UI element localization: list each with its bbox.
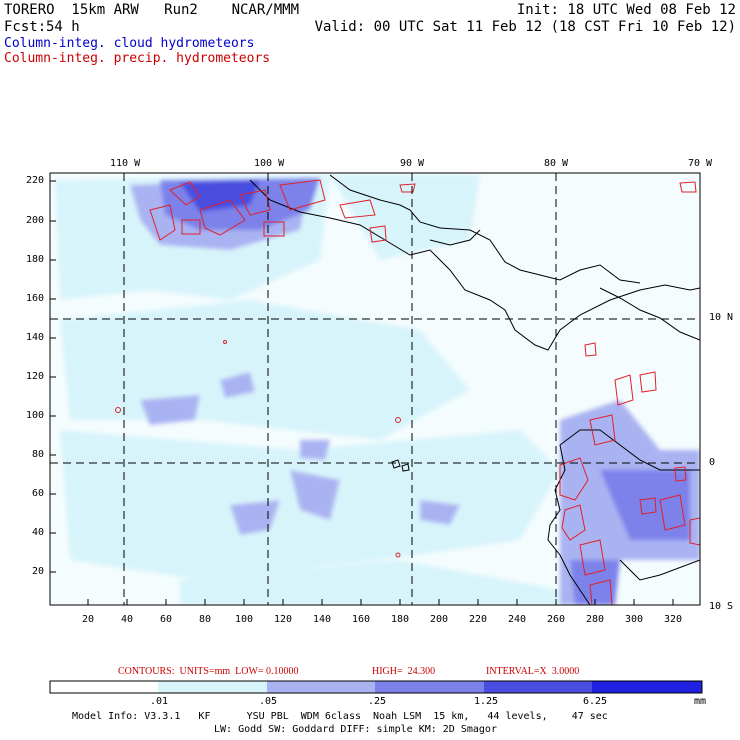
y-tick-label: 120 bbox=[26, 371, 45, 382]
x-tick-label: 140 bbox=[313, 614, 332, 625]
axis-ticks bbox=[50, 180, 674, 605]
y-tick-label: 180 bbox=[26, 254, 45, 265]
map-frame bbox=[49, 172, 701, 606]
lat-label: 10 N bbox=[709, 312, 734, 323]
colorbar-bin bbox=[375, 681, 484, 693]
colorbar-bin bbox=[50, 681, 158, 693]
model-info-line2: LW: Godd SW: Goddard DIFF: simple KM: 2D… bbox=[214, 724, 497, 735]
lat-label: 10 S bbox=[709, 601, 734, 612]
field-precip-label: Column-integ. precip. hydrometeors bbox=[4, 51, 271, 66]
y-tick-label: 60 bbox=[32, 488, 45, 499]
coastlines bbox=[249, 174, 700, 605]
x-tick-label: 120 bbox=[274, 614, 293, 625]
x-tick-label: 60 bbox=[160, 614, 173, 625]
y-tick-label: 200 bbox=[26, 215, 45, 226]
y-tick-label: 100 bbox=[26, 410, 45, 421]
lon-label: 70 W bbox=[688, 158, 713, 169]
y-tick-label: 20 bbox=[32, 566, 45, 577]
x-tick-label: 320 bbox=[664, 614, 683, 625]
x-tick-label: 240 bbox=[508, 614, 527, 625]
colorbar-bin bbox=[592, 681, 702, 693]
lat-label: 0 bbox=[709, 457, 716, 468]
contour-units: CONTOURS: UNITS=mm LOW= 0.10000 bbox=[118, 666, 299, 677]
model-info-line1: Model Info: V3.3.1 KF YSU PBL WDM 6class… bbox=[72, 711, 608, 722]
valid-time: Valid: 00 UTC Sat 11 Feb 12 (18 CST Fri … bbox=[314, 19, 736, 35]
y-tick-label: 40 bbox=[32, 527, 45, 538]
lon-label: 100 W bbox=[254, 158, 285, 169]
model-title: TORERO 15km ARW Run2 NCAR/MMM bbox=[4, 2, 300, 18]
x-tick-label: 300 bbox=[625, 614, 644, 625]
x-tick-label: 180 bbox=[391, 614, 410, 625]
x-tick-label: 40 bbox=[121, 614, 134, 625]
x-tick-label: 260 bbox=[547, 614, 566, 625]
colorbar-bin bbox=[158, 681, 267, 693]
colorbar-bin bbox=[267, 681, 375, 693]
y-tick-label: 160 bbox=[26, 293, 45, 304]
lon-label: 90 W bbox=[400, 158, 425, 169]
lat-lon-grid bbox=[50, 173, 700, 605]
lon-label: 80 W bbox=[544, 158, 569, 169]
x-tick-label: 220 bbox=[469, 614, 488, 625]
lon-label: 110 W bbox=[110, 158, 141, 169]
x-tick-label: 200 bbox=[430, 614, 449, 625]
y-tick-label: 220 bbox=[26, 175, 45, 186]
contour-high: HIGH= 24.300 bbox=[372, 666, 436, 677]
colorbar-tick: .05 bbox=[259, 696, 278, 707]
forecast-hours: 54 h bbox=[46, 19, 80, 35]
init-time: Init: 18 UTC Wed 08 Feb 12 bbox=[516, 2, 736, 18]
colorbar-bin bbox=[484, 681, 592, 693]
colorbar-tick: 6.25 bbox=[583, 696, 608, 707]
colorbar-tick: 1.25 bbox=[474, 696, 499, 707]
colorbar-unit: mm bbox=[694, 696, 707, 707]
contour-interval: INTERVAL=X 3.0000 bbox=[486, 666, 580, 677]
x-tick-label: 280 bbox=[586, 614, 605, 625]
x-tick-label: 160 bbox=[352, 614, 371, 625]
x-tick-label: 100 bbox=[235, 614, 254, 625]
colorbar bbox=[49, 680, 703, 694]
field-cloud-label: Column-integ. cloud hydrometeors bbox=[4, 36, 255, 51]
precip-contours bbox=[115, 179, 700, 605]
forecast-label: Fcst: bbox=[4, 19, 47, 35]
x-tick-label: 20 bbox=[82, 614, 95, 625]
x-tick-label: 80 bbox=[199, 614, 212, 625]
colorbar-tick: .01 bbox=[150, 696, 169, 707]
y-tick-label: 80 bbox=[32, 449, 45, 460]
y-tick-label: 140 bbox=[26, 332, 45, 343]
colorbar-tick: .25 bbox=[368, 696, 387, 707]
